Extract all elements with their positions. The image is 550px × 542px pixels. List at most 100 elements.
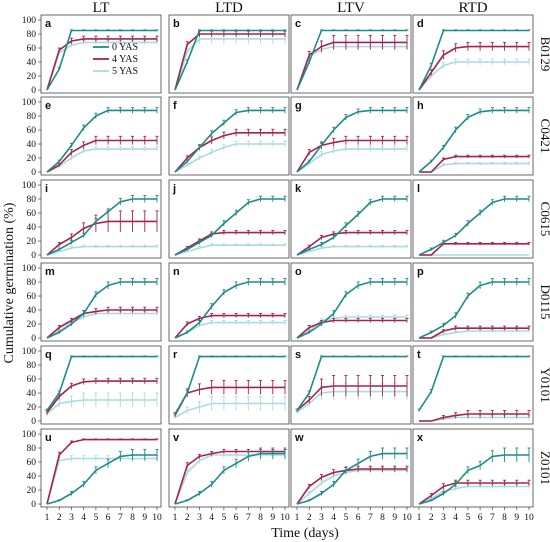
series-line: [46, 312, 157, 339]
panel-letter: g: [295, 100, 302, 112]
series-line: [296, 198, 407, 256]
series-line: [174, 143, 285, 173]
series-5-yas: [296, 145, 409, 173]
y-tick-label: 40: [27, 389, 37, 399]
series-line: [46, 309, 157, 339]
y-tick-label: 0: [31, 417, 36, 427]
series-line: [46, 457, 157, 505]
y-tick-label: 60: [27, 209, 37, 219]
column-header-ltv: LTV: [337, 0, 365, 16]
series-5-yas: [174, 243, 287, 256]
series-line: [296, 281, 407, 339]
panel-letter: i: [45, 183, 48, 195]
series-line: [419, 413, 529, 422]
series-line: [46, 220, 157, 256]
series-0-yas: [173, 355, 287, 416]
series-4-yas: [46, 135, 159, 173]
series-line: [296, 29, 407, 91]
y-tick-label: 60: [27, 375, 37, 385]
y-tick-label: 60: [27, 458, 37, 468]
series-line: [46, 438, 157, 505]
series-0-yas: [417, 355, 531, 412]
series-0-yas: [46, 448, 159, 505]
series-line: [174, 281, 285, 339]
x-tick-label: 6: [106, 513, 111, 523]
series-4-yas: [45, 377, 159, 415]
row-label-b0129: B0129: [538, 37, 550, 72]
panel-frame: [412, 262, 534, 342]
panel-frame: [168, 345, 290, 425]
panel-g: g: [290, 96, 412, 176]
panel-k: k: [290, 179, 412, 259]
y-tick-label: 0: [31, 251, 36, 261]
series-4-yas: [296, 230, 409, 256]
series-line: [418, 45, 529, 91]
x-tick-label: 1: [173, 513, 178, 523]
series-line: [174, 33, 285, 91]
series-line: [296, 109, 407, 173]
series-line: [296, 231, 407, 256]
series-0-yas: [295, 355, 409, 412]
y-tick-label: 60: [27, 292, 37, 302]
panel-letter: b: [173, 18, 180, 30]
panel-o: o: [290, 262, 412, 342]
panel-v: 1 2 3 4 5 6 7 8 9 10 v: [168, 428, 290, 523]
panel-letter: c: [295, 18, 301, 30]
x-tick-label: 10: [402, 513, 412, 523]
panel-letter: n: [173, 266, 180, 278]
x-tick-label: 2: [429, 513, 434, 523]
series-line: [174, 452, 285, 505]
series-line: [296, 148, 407, 173]
y-tick-label: 60: [27, 44, 37, 54]
series-5-yas: [45, 392, 159, 416]
y-tick-label: 20: [27, 320, 37, 330]
panel-letter: d: [417, 18, 424, 30]
panel-letter: w: [294, 432, 304, 444]
y-tick-label: 60: [27, 126, 37, 136]
column-headers: LT LTD LTV RTD: [93, 0, 488, 16]
y-tick-label: 20: [27, 154, 37, 164]
legend-entry: 4 YAS: [112, 54, 138, 65]
series-line: [418, 109, 529, 173]
series-line: [174, 355, 285, 415]
legend-entry: 0 YAS: [112, 42, 138, 53]
series-line: [296, 469, 407, 505]
y-tick-label: 80: [27, 361, 37, 371]
series-line: [46, 380, 157, 414]
y-tick-label: 100: [22, 98, 37, 108]
series-line: [46, 245, 157, 256]
y-tick-label: 100: [22, 16, 37, 26]
panel-h: h: [412, 96, 534, 176]
panel-frame: [168, 14, 290, 94]
panel-letter: a: [45, 18, 52, 30]
series-5-yas: [419, 161, 531, 173]
series-4-yas: [419, 154, 531, 173]
panel-frame: [168, 262, 290, 342]
series-line: [174, 454, 285, 505]
y-tick-label: 100: [22, 264, 37, 274]
x-tick-label: 9: [514, 513, 519, 523]
series-line: [296, 385, 407, 412]
series-line: [46, 38, 157, 91]
series-line: [174, 198, 285, 256]
series-4-yas: [295, 375, 409, 412]
panel-i: 0 20 40 60 80 100 i: [22, 179, 162, 261]
series-line: [296, 245, 407, 256]
panel-letter: o: [295, 266, 302, 278]
panel-j: j: [168, 179, 290, 259]
y-tick-label: 20: [27, 486, 37, 496]
x-tick-label: 5: [344, 513, 349, 523]
series-line: [46, 148, 157, 173]
series-0-yas: [174, 107, 287, 173]
panel-d: d: [412, 14, 534, 94]
series-5-yas: [46, 146, 159, 173]
series-line: [46, 109, 157, 173]
series-4-yas: [419, 410, 531, 422]
y-tick-label: 80: [27, 112, 37, 122]
series-5-yas: [296, 244, 409, 256]
y-tick-label: 100: [22, 347, 37, 357]
series-4-yas: [418, 41, 531, 91]
y-axis-label: Cumulative germination (%): [2, 202, 17, 363]
